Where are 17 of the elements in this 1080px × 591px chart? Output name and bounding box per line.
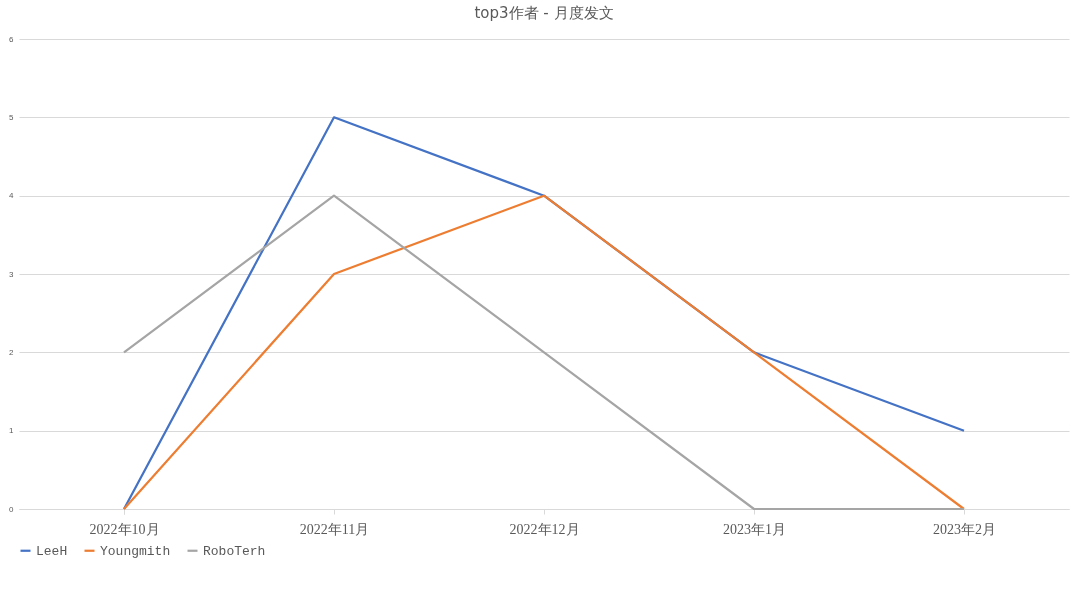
x-tick-label: 2022年10月: [89, 521, 160, 537]
x-tick-label: 2022年12月: [509, 521, 580, 537]
y-tick-label: 1: [9, 426, 15, 436]
chart-title: top3作者 - 月度发文: [474, 4, 614, 22]
legend-label: LeeH: [36, 543, 68, 559]
x-tick-label: 2023年1月: [723, 521, 786, 537]
legend-label: RoboTerh: [203, 543, 266, 559]
y-tick-label: 6: [9, 34, 15, 44]
y-tick-label: 3: [9, 269, 15, 279]
y-tick-label: 0: [9, 504, 15, 514]
x-tick-label: 2022年11月: [299, 521, 370, 537]
y-tick-label: 2: [9, 347, 15, 357]
line-series: [122, 194, 966, 511]
y-tick-label: 4: [9, 191, 15, 201]
x-tick-label: 2023年2月: [933, 521, 996, 537]
y-tick-label: 5: [9, 112, 15, 122]
legend-label: Youngmith: [100, 543, 171, 559]
